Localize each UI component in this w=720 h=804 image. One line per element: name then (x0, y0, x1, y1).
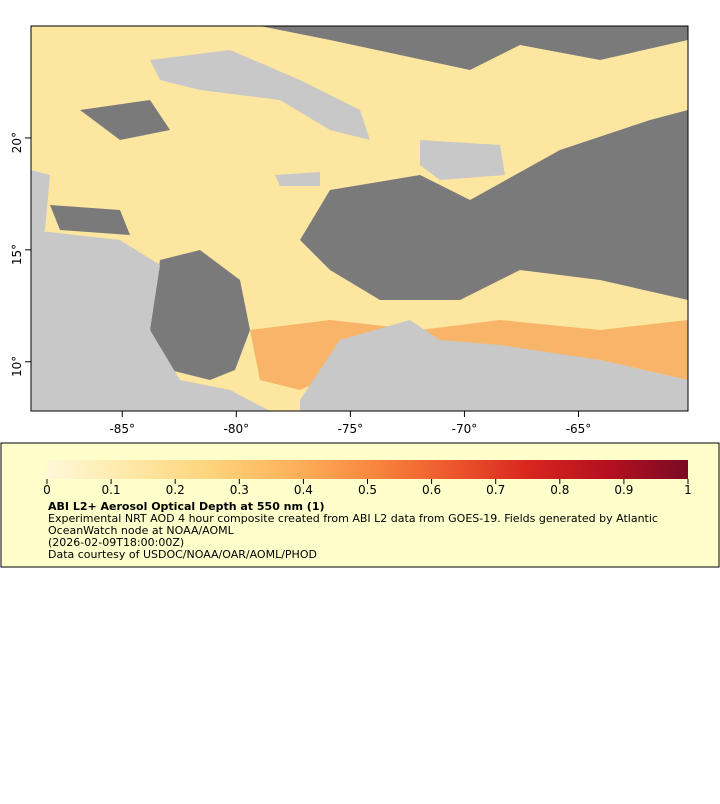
colorbar-tick-label: 0.3 (230, 483, 249, 497)
colorbar-tick-label: 0.2 (166, 483, 185, 497)
cloud (50, 205, 130, 235)
y-tick-label: 20° (10, 132, 24, 153)
map-raster (31, 26, 688, 411)
colorbar-tick-label: 0.6 (422, 483, 441, 497)
legend-text: (2026-02-09T18:00:00Z) (48, 536, 184, 549)
land (31, 170, 50, 240)
x-tick-label: -75° (338, 422, 364, 436)
y-tick-label: 15° (10, 244, 24, 265)
legend-title: ABI L2+ Aerosol Optical Depth at 550 nm … (48, 500, 325, 513)
land (31, 230, 270, 411)
cloud (300, 110, 688, 300)
land (420, 140, 505, 180)
colorbar-tick-label: 0 (43, 483, 51, 497)
x-tick-label: -70° (452, 422, 478, 436)
x-tick-label: -80° (224, 422, 250, 436)
cloud (260, 26, 688, 70)
land (300, 320, 688, 411)
colorbar-tick-label: 0.1 (102, 483, 121, 497)
colorbar-tick-label: 0.4 (294, 483, 313, 497)
x-tick-label: -85° (109, 422, 135, 436)
x-tick-label: -65° (566, 422, 592, 436)
map-frame (30, 25, 689, 412)
y-tick-label: 10° (10, 356, 24, 377)
colorbar (47, 460, 688, 479)
colorbar-tick-label: 1 (684, 483, 692, 497)
colorbar-tick-label: 0.8 (550, 483, 569, 497)
cloud (150, 250, 250, 380)
cloud (80, 100, 170, 140)
colorbar-tick-label: 0.7 (486, 483, 505, 497)
land (150, 50, 370, 140)
colorbar-tick-label: 0.9 (614, 483, 633, 497)
legend-text: Data courtesy of USDOC/NOAA/OAR/AOML/PHO… (48, 548, 317, 561)
legend-text: OceanWatch node at NOAA/AOML (48, 524, 235, 537)
legend-text: Experimental NRT AOD 4 hour composite cr… (48, 512, 658, 525)
land (275, 172, 320, 186)
colorbar-tick-label: 0.5 (358, 483, 377, 497)
